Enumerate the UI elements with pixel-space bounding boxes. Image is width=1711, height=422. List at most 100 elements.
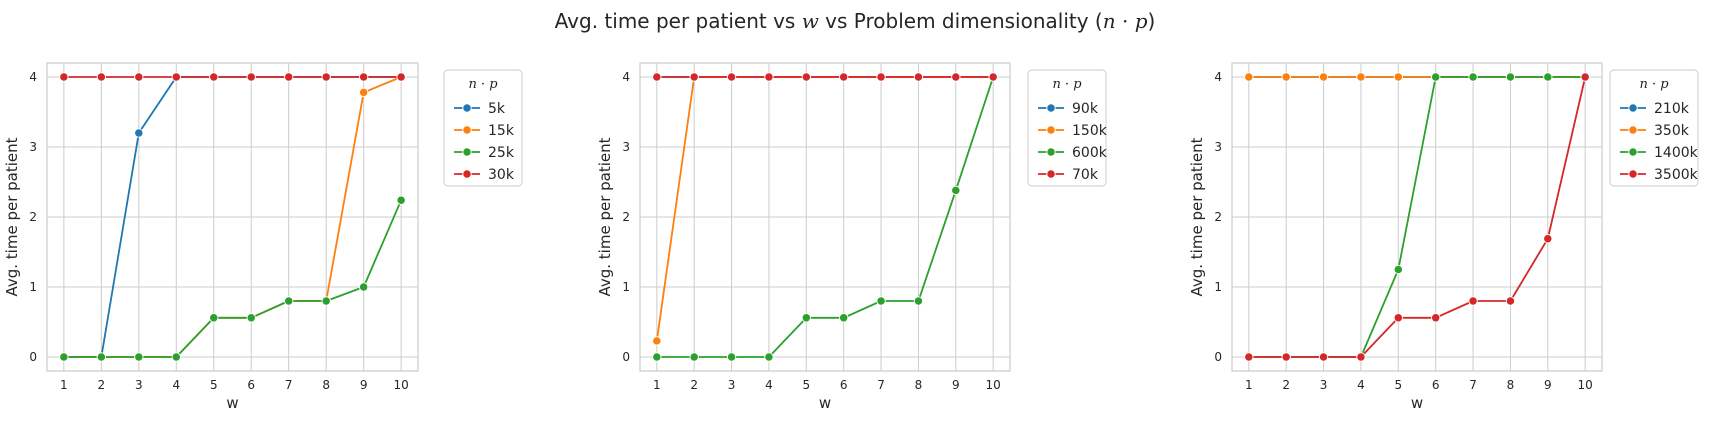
- y-tick-label: 0: [29, 350, 37, 364]
- title-middle: vs Problem dimensionality (: [819, 9, 1103, 33]
- title-expression: n · p: [1103, 9, 1148, 33]
- data-point: [59, 72, 69, 82]
- legend-swatch-marker: [1628, 125, 1638, 135]
- x-tick-label: 7: [285, 378, 293, 392]
- title-prefix: Avg. time per patient vs: [555, 9, 802, 33]
- y-tick-label: 3: [622, 140, 630, 154]
- x-tick-label: 7: [877, 378, 885, 392]
- title-variable: w: [802, 9, 819, 33]
- data-point: [1356, 352, 1366, 362]
- y-tick-label: 4: [1214, 70, 1222, 84]
- legend-title: n · p: [1052, 77, 1082, 92]
- data-point: [246, 72, 256, 82]
- chart-panel-1: 1 2 3 4 5 6 7 8 9 10 0 1 2 3 4 w Avg. time per patient n …: [3, 62, 523, 412]
- data-point: [171, 72, 181, 82]
- x-tick-label: 9: [952, 378, 960, 392]
- x-tick-label: 8: [1507, 378, 1515, 392]
- x-tick-label: 2: [690, 378, 698, 392]
- plot-frame: [46, 62, 419, 372]
- x-tick-label: 2: [98, 378, 106, 392]
- x-tick-label: 10: [393, 378, 408, 392]
- x-tick-label: 8: [915, 378, 923, 392]
- y-tick-label: 3: [1214, 140, 1222, 154]
- data-point: [726, 352, 737, 362]
- legend-swatch-marker: [462, 125, 472, 135]
- data-point: [1431, 313, 1441, 323]
- legend-entry-label: 1400k: [1654, 145, 1699, 161]
- data-point: [951, 72, 961, 82]
- data-point: [284, 296, 294, 306]
- x-axis-label: w: [226, 394, 238, 412]
- x-tick-label: 1: [1245, 378, 1253, 392]
- x-tick-label: 4: [172, 378, 180, 392]
- y-axis-label: Avg. time per patient: [596, 137, 614, 296]
- x-tick-label: 1: [653, 378, 661, 392]
- data-point: [689, 352, 699, 362]
- x-tick-label: 5: [210, 378, 218, 392]
- x-tick-label: 7: [1469, 378, 1477, 392]
- data-point: [652, 336, 662, 346]
- data-point: [1505, 296, 1516, 306]
- data-point: [321, 296, 331, 306]
- data-point: [876, 72, 886, 82]
- series-line-3500k: [1248, 76, 1587, 358]
- x-tick-label: 3: [728, 378, 736, 392]
- y-tick-label: 0: [1214, 350, 1222, 364]
- data-point: [801, 313, 811, 323]
- y-tick-label: 2: [1214, 210, 1222, 224]
- data-point: [59, 352, 69, 362]
- data-point: [359, 87, 369, 98]
- legend-title: n · p: [1639, 77, 1669, 92]
- legend-entry-label: 90k: [1072, 101, 1099, 117]
- data-point: [359, 72, 369, 82]
- data-point: [209, 313, 219, 323]
- legend-swatch-marker: [1046, 169, 1056, 179]
- data-point: [726, 72, 737, 82]
- x-tick-label: 9: [360, 378, 368, 392]
- data-point: [951, 185, 961, 196]
- data-point: [396, 195, 406, 205]
- legend-entry-label: 210k: [1654, 101, 1690, 117]
- legend-entry-label: 3500k: [1654, 167, 1699, 183]
- legend-swatch-marker: [1046, 103, 1056, 113]
- legend-entry-label: 25k: [488, 145, 515, 161]
- data-point: [209, 72, 219, 82]
- chart-panel-2: 1 2 3 4 5 6 7 8 9 10 0 1 2 3 4 w Avg. time per patient n …: [596, 62, 1108, 412]
- x-tick-label: 6: [1432, 378, 1440, 392]
- x-tick-label: 2: [1282, 378, 1290, 392]
- legend-swatch-marker: [462, 147, 472, 157]
- data-point: [96, 72, 106, 82]
- x-tick-label: 8: [322, 378, 330, 392]
- legend-box: [1027, 69, 1107, 187]
- x-tick-label: 10: [1578, 378, 1593, 392]
- data-point: [1431, 72, 1441, 82]
- data-point: [171, 352, 181, 362]
- legend-swatch-marker: [1628, 169, 1638, 179]
- data-point: [839, 313, 849, 323]
- data-point: [1393, 72, 1403, 82]
- y-tick-label: 1: [622, 280, 630, 294]
- data-point: [284, 72, 294, 82]
- title-suffix: ): [1148, 9, 1156, 33]
- data-point: [1505, 72, 1516, 82]
- legend-entry-label: 30k: [488, 167, 515, 183]
- y-tick-label: 1: [29, 280, 37, 294]
- data-point: [764, 72, 774, 82]
- legend: n · p 210k 350k 1400k 3500k: [1609, 69, 1699, 187]
- legend-swatch-marker: [462, 103, 472, 113]
- x-axis-label: w: [1411, 394, 1423, 412]
- data-point: [321, 72, 331, 82]
- legend: n · p 90k 150k 600k 70k: [1027, 69, 1108, 187]
- data-point: [1281, 72, 1291, 82]
- data-point: [396, 72, 406, 82]
- data-point: [1580, 72, 1590, 82]
- legend-entry-label: 150k: [1072, 123, 1108, 139]
- legend-box: [1609, 69, 1699, 187]
- y-axis-label: Avg. time per patient: [3, 137, 21, 296]
- data-point: [764, 352, 774, 362]
- data-point: [134, 72, 144, 82]
- x-tick-label: 3: [135, 378, 143, 392]
- legend-entry-label: 350k: [1654, 123, 1690, 139]
